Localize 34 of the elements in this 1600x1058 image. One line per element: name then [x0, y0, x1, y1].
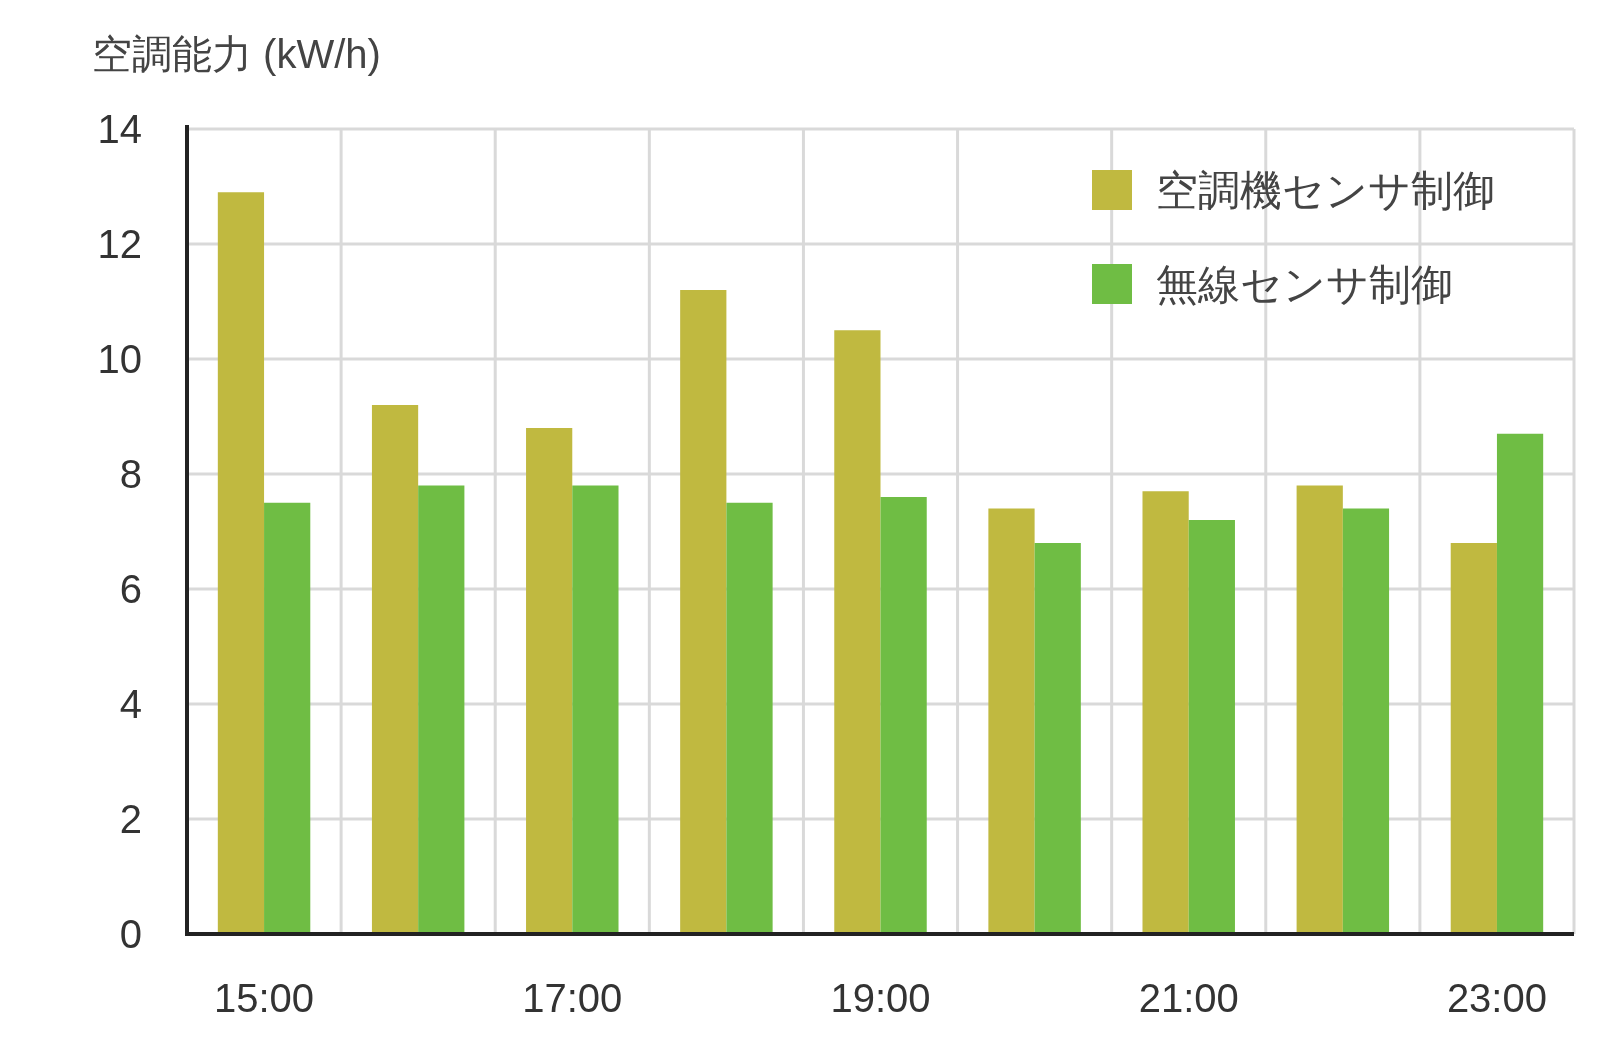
y-tick-label: 0	[119, 912, 142, 956]
bar	[726, 502, 773, 934]
bar	[680, 290, 727, 934]
bar	[526, 428, 573, 934]
x-tick-label: 21:00	[1138, 976, 1239, 1020]
bar	[1496, 433, 1544, 934]
y-tick-label: 8	[119, 452, 142, 496]
bar	[1034, 543, 1081, 934]
legend-label: 無線センサ制御	[1156, 261, 1453, 308]
bar	[371, 405, 419, 934]
bar	[988, 508, 1035, 934]
y-tick-label: 10	[97, 337, 142, 381]
y-tick-label: 12	[97, 222, 142, 266]
bar	[1142, 491, 1189, 934]
bar	[264, 502, 311, 934]
y-tick-label: 6	[119, 567, 142, 611]
bar	[1342, 508, 1390, 934]
bar	[572, 485, 619, 934]
bar	[217, 192, 265, 934]
y-tick-label: 2	[119, 797, 142, 841]
bar	[1188, 520, 1235, 934]
bar	[880, 497, 927, 934]
x-tick-label: 19:00	[830, 976, 931, 1020]
y-tick-label: 4	[119, 682, 142, 726]
bar	[1296, 485, 1343, 934]
legend-label: 空調機センサ制御	[1156, 167, 1495, 214]
y-axis-title: 空調能力 (kW/h)	[92, 32, 381, 76]
x-tick-label: 17:00	[522, 976, 623, 1020]
y-tick-label: 14	[97, 107, 142, 151]
bar	[1450, 543, 1497, 934]
bar	[834, 330, 881, 934]
x-tick-label: 15:00	[214, 976, 315, 1020]
bar	[418, 485, 465, 934]
x-tick-label: 23:00	[1446, 976, 1547, 1020]
